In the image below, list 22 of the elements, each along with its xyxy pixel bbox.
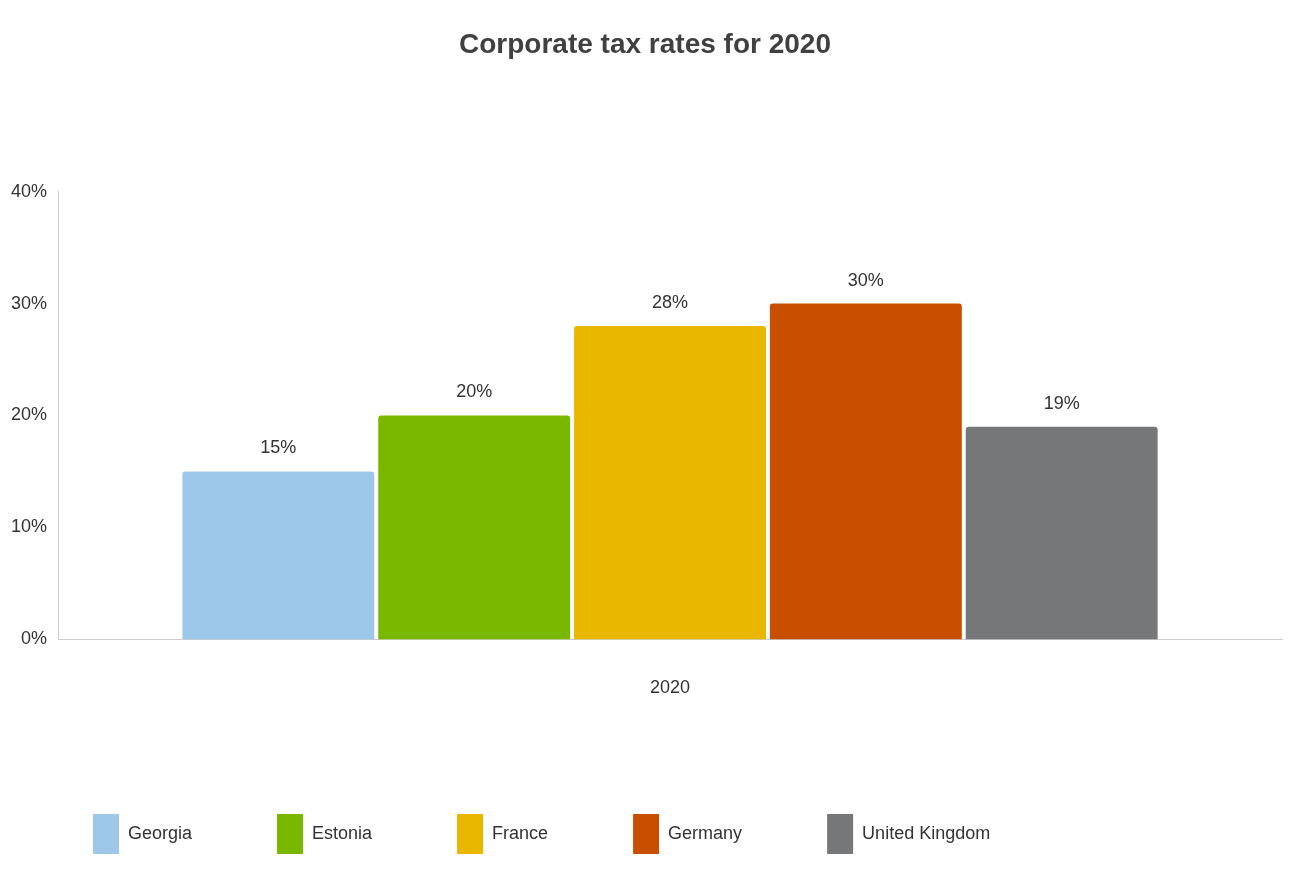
- legend-label: France: [492, 822, 549, 843]
- bar: [574, 325, 766, 640]
- data-label: 20%: [456, 381, 493, 402]
- bar: [965, 426, 1158, 640]
- data-label: 15%: [260, 437, 297, 458]
- bar: [182, 471, 375, 640]
- legend-label: United Kingdom: [862, 822, 991, 843]
- legend-label: Georgia: [128, 822, 194, 843]
- legend-label: Germany: [668, 822, 743, 843]
- data-label: 30%: [847, 269, 884, 290]
- bar: [769, 303, 962, 640]
- y-tick-label: 0%: [21, 628, 48, 649]
- data-label: 19%: [1043, 392, 1080, 413]
- y-tick-label: 10%: [11, 516, 48, 537]
- x-tick-label: 2020: [649, 677, 691, 698]
- bar: [378, 415, 571, 640]
- chart-title: Corporate tax rates for 2020: [459, 27, 831, 59]
- y-tick-label: 30%: [11, 292, 48, 313]
- data-label: 28%: [652, 291, 689, 312]
- legend-label: Estonia: [312, 822, 374, 843]
- y-tick-label: 20%: [11, 404, 48, 425]
- y-tick-label: 40%: [11, 180, 48, 201]
